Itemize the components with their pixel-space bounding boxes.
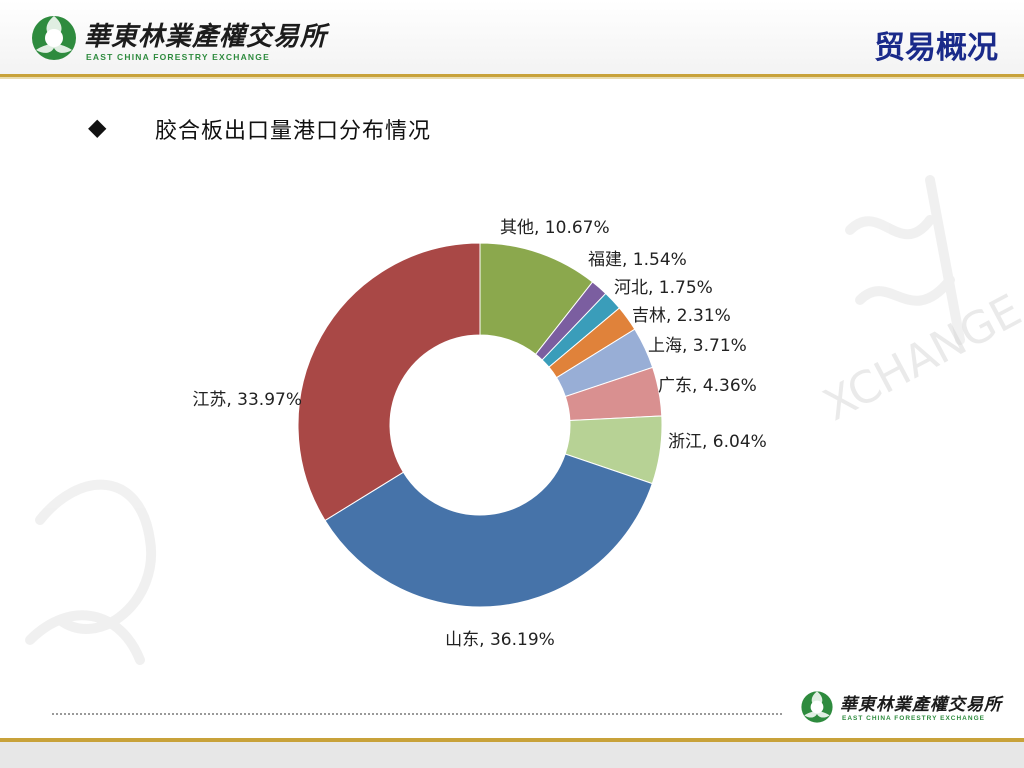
- brand-logo-icon: [32, 16, 76, 60]
- header-divider-light: [0, 77, 1024, 79]
- donut-label-7: 浙江, 6.04%: [668, 432, 767, 452]
- donut-label-8: 山东, 36.19%: [445, 630, 555, 650]
- donut-label-9: 江苏, 33.97%: [192, 390, 302, 410]
- footer-brand-name-en: EAST CHINA FORESTRY EXCHANGE: [842, 715, 985, 722]
- brand-name-en: EAST CHINA FORESTRY EXCHANGE: [86, 52, 270, 62]
- donut-label-2: 福建, 1.54%: [588, 250, 687, 270]
- header-bar: 華東林業產權交易所 EAST CHINA FORESTRY EXCHANGE 贸…: [0, 0, 1024, 74]
- page-title: 贸易概况: [874, 30, 998, 66]
- brand-name-cn: 華東林業產權交易所: [84, 22, 328, 52]
- donut-label-1: 其他, 10.67%: [500, 218, 610, 238]
- footer-brand-name-cn: 華東林業產權交易所: [840, 695, 1002, 715]
- footer-band: [0, 742, 1024, 768]
- donut-slice-8: [324, 453, 653, 608]
- donut-label-3: 河北, 1.75%: [614, 278, 713, 298]
- footer-divider-gold: [0, 738, 1024, 742]
- header-divider-gold: [0, 74, 1024, 77]
- footer-logo-icon: [801, 691, 833, 723]
- donut-label-5: 上海, 3.71%: [648, 336, 747, 356]
- diamond-bullet-icon: ◆: [88, 113, 107, 141]
- donut-label-6: 广东, 4.36%: [658, 376, 757, 396]
- donut-slice-9: [297, 242, 481, 522]
- donut-label-4: 吉林, 2.31%: [632, 306, 731, 326]
- chart-subtitle: 胶合板出口量港口分布情况: [155, 119, 432, 144]
- footer-dotted-divider: [52, 713, 782, 715]
